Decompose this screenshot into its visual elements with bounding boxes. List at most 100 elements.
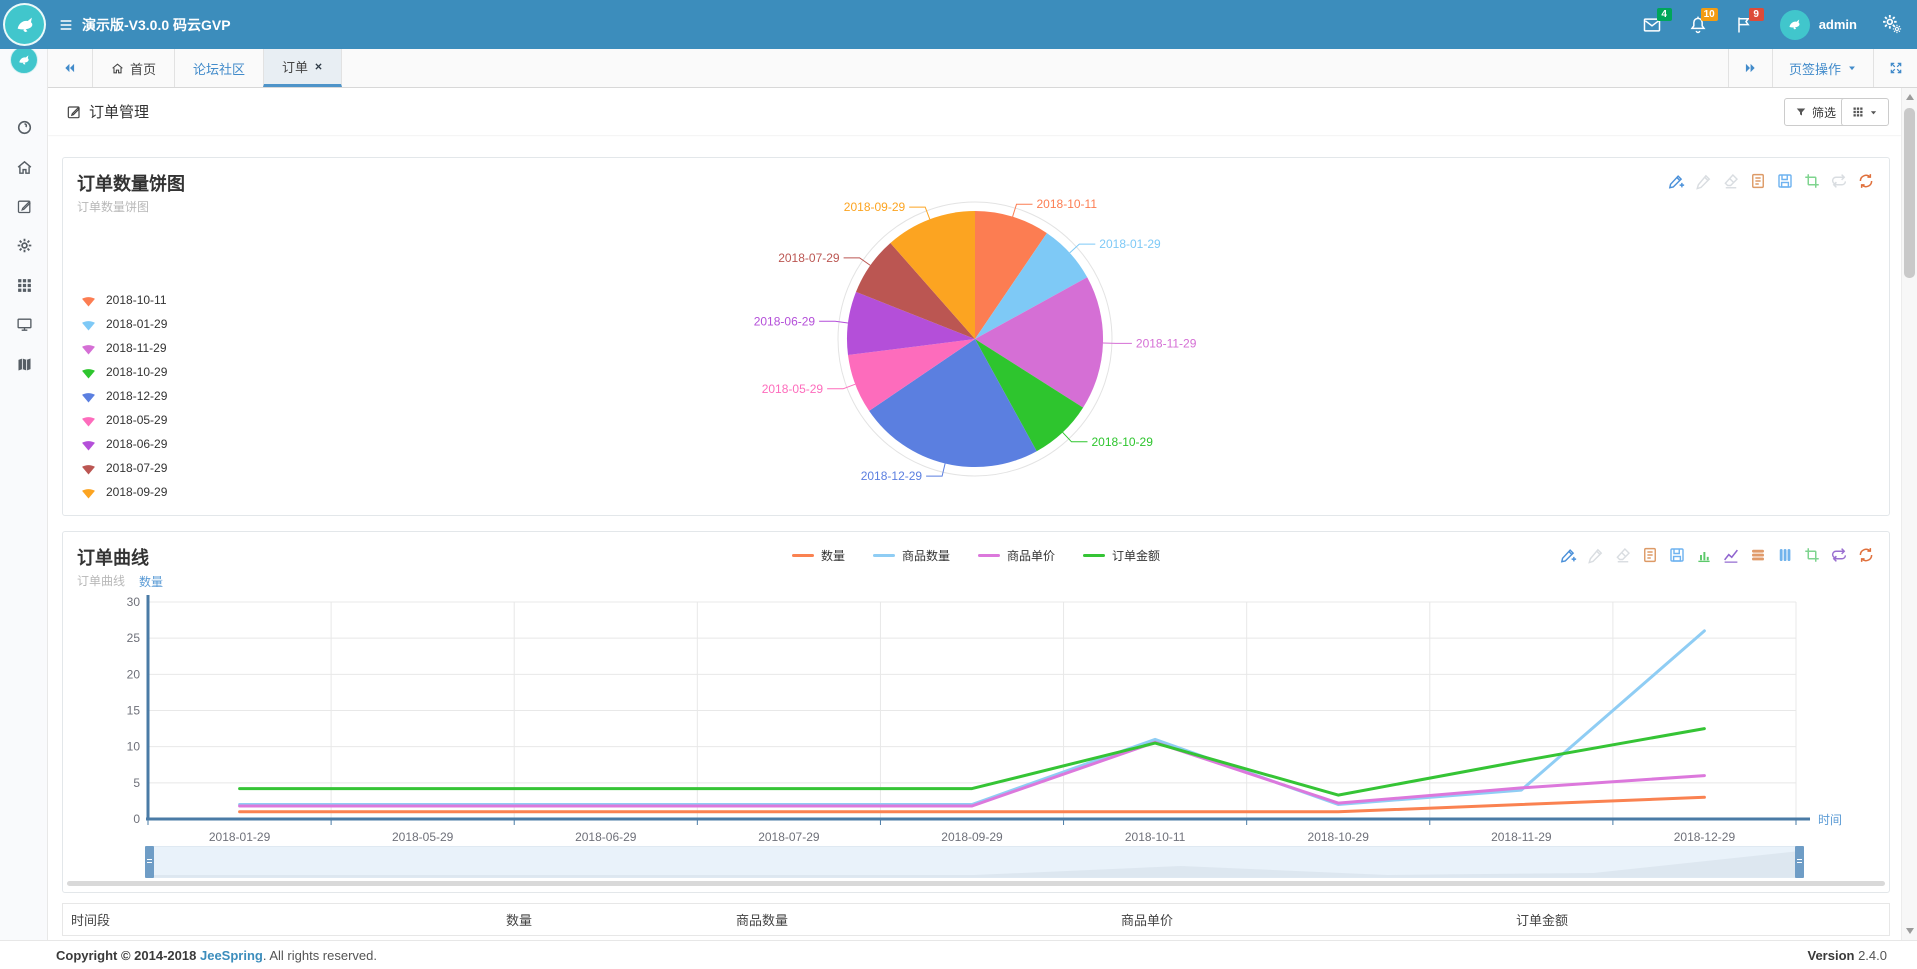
- pencil-icon[interactable]: [1587, 546, 1605, 564]
- crop-icon[interactable]: [1803, 172, 1821, 190]
- line-chart-icon[interactable]: [1722, 546, 1740, 564]
- hamburger-menu-icon[interactable]: [58, 17, 74, 33]
- tabs-scroll-right-button[interactable]: [1727, 49, 1772, 87]
- table-header-cell[interactable]: 商品数量: [736, 913, 789, 928]
- app-logo[interactable]: [3, 3, 46, 46]
- table-header-cell[interactable]: 商品单价: [1121, 913, 1174, 928]
- line-legend-item[interactable]: 数量: [791, 547, 845, 564]
- document-icon[interactable]: [1749, 172, 1767, 190]
- sidebar-item-edit[interactable]: [16, 198, 33, 215]
- pie-legend-label: 2018-06-29: [106, 437, 168, 451]
- user-menu[interactable]: admin: [1779, 9, 1857, 40]
- pie-slice[interactable]: [856, 243, 975, 339]
- pencil-icon[interactable]: [1695, 172, 1713, 190]
- tasks-button[interactable]: 9: [1734, 7, 1764, 35]
- pie-legend-label: 2018-12-29: [106, 389, 168, 403]
- bird-logo-icon: [14, 14, 36, 36]
- line-legend-item[interactable]: 商品数量: [872, 547, 950, 564]
- tab-forum[interactable]: 论坛社区: [174, 49, 265, 87]
- vertical-scrollbar[interactable]: [1901, 88, 1917, 940]
- pie-slice[interactable]: [975, 277, 1104, 408]
- pie-slice[interactable]: [975, 233, 1088, 339]
- datazoom-slider[interactable]: [145, 846, 1804, 878]
- scroll-down-arrow[interactable]: [1906, 928, 1914, 934]
- x-tick-label: 2018-12-29: [1674, 830, 1736, 844]
- pie-legend-item[interactable]: 2018-06-29: [79, 432, 167, 456]
- save-icon[interactable]: [1776, 172, 1794, 190]
- refresh-icon[interactable]: [1857, 546, 1875, 564]
- sidebar-item-home[interactable]: [16, 159, 33, 176]
- sidebar-item-dashboard[interactable]: [16, 119, 33, 136]
- line-legend-item[interactable]: 订单金额: [1083, 547, 1160, 564]
- settings-button[interactable]: [1883, 15, 1903, 35]
- pie-legend-item[interactable]: 2018-11-29: [79, 336, 167, 360]
- sidebar-item-monitor[interactable]: [16, 316, 33, 333]
- pie-slice-label: 2018-06-29: [754, 314, 816, 328]
- tab-home[interactable]: 首页: [92, 49, 176, 87]
- crop-icon[interactable]: [1803, 546, 1821, 564]
- datazoom-left-handle[interactable]: [145, 846, 154, 878]
- sidebar-item-map[interactable]: [16, 356, 33, 373]
- tabbar-right-actions: 页签操作: [1727, 49, 1917, 87]
- pie-slice[interactable]: [975, 339, 1084, 452]
- pie-legend-item[interactable]: 2018-12-29: [79, 384, 167, 408]
- pie-slice[interactable]: [869, 339, 1037, 468]
- pie-legend-item[interactable]: 2018-10-29: [79, 360, 167, 384]
- scrollbar-thumb[interactable]: [1904, 108, 1915, 278]
- pie-panel: 订单数量饼图 订单数量饼图 2018-10-11 2018-01-29 2018-1…: [62, 157, 1890, 516]
- table-header-cell[interactable]: 订单金额: [1516, 913, 1569, 928]
- pencil-plus-icon[interactable]: [1560, 546, 1578, 564]
- line-legend-item[interactable]: 商品单价: [978, 547, 1055, 564]
- home-icon: [16, 159, 33, 176]
- pie-slice[interactable]: [847, 291, 975, 355]
- sidebar-logo[interactable]: [10, 46, 38, 74]
- eraser-icon[interactable]: [1722, 172, 1740, 190]
- swap-icon[interactable]: [1830, 546, 1848, 564]
- tabs-scroll-left-button[interactable]: [48, 49, 92, 87]
- tab-actions-dropdown[interactable]: 页签操作: [1771, 49, 1873, 87]
- x-axis-name: 时间: [1818, 813, 1842, 827]
- notifications-button[interactable]: 10: [1688, 7, 1718, 35]
- line-chart[interactable]: 0 5 10 15 20 25 30 2018-01-29 2018-05-29 2018-06-…: [63, 572, 1889, 872]
- layout-dropdown-button[interactable]: [1841, 98, 1889, 126]
- sidebar-item-modules[interactable]: [16, 277, 33, 294]
- save-icon[interactable]: [1668, 546, 1686, 564]
- h-bars-icon[interactable]: [1749, 546, 1767, 564]
- pie-legend-item[interactable]: 2018-09-29: [79, 480, 167, 504]
- notifications-badge: 10: [1700, 7, 1718, 21]
- pie-legend-item[interactable]: 2018-01-29: [79, 312, 167, 336]
- table-header-cell[interactable]: 时间段: [71, 913, 111, 928]
- fullscreen-button[interactable]: [1873, 49, 1917, 87]
- pie-legend-item[interactable]: 2018-05-29: [79, 408, 167, 432]
- bar-chart-icon[interactable]: [1695, 546, 1713, 564]
- messages-button[interactable]: 4: [1642, 7, 1672, 35]
- swap-icon[interactable]: [1830, 172, 1848, 190]
- pie-slice[interactable]: [890, 211, 975, 339]
- v-bars-icon[interactable]: [1776, 546, 1794, 564]
- jeespring-link[interactable]: JeeSpring: [199, 947, 263, 963]
- pie-legend-item[interactable]: 2018-07-29: [79, 456, 167, 480]
- pie-slice[interactable]: [848, 339, 975, 411]
- pie-legend-item[interactable]: 2018-10-11: [79, 288, 167, 312]
- pie-slice[interactable]: [975, 211, 1047, 339]
- sidebar-item-settings[interactable]: [16, 237, 33, 254]
- datazoom-right-handle[interactable]: [1795, 846, 1804, 878]
- document-icon[interactable]: [1641, 546, 1659, 564]
- horizontal-scrollbar[interactable]: [67, 881, 1885, 886]
- tab-order[interactable]: 订单: [263, 49, 343, 87]
- line-panel: 订单曲线 订单曲线 数量 商品数量 商品单价 订单金额 0 5 10 15 20 25 30 201…: [62, 531, 1890, 893]
- tab-bar: 首页 论坛社区 订单 页签操作: [48, 49, 1917, 88]
- datazoom-shadow: [149, 851, 1800, 877]
- tab-close-icon[interactable]: [314, 59, 323, 74]
- scroll-up-arrow[interactable]: [1906, 94, 1914, 100]
- table-header-cell[interactable]: 数量: [506, 913, 533, 928]
- y-tick-label: 30: [127, 595, 141, 609]
- filter-button[interactable]: 筛选: [1783, 98, 1847, 126]
- y-tick-label: 15: [127, 704, 141, 718]
- line-series-marker-icon: [1083, 554, 1106, 557]
- pencil-plus-icon[interactable]: [1668, 172, 1686, 190]
- eraser-icon[interactable]: [1614, 546, 1632, 564]
- pie-legend: 2018-10-11 2018-01-29 2018-11-29 2018-10-29…: [79, 288, 167, 504]
- pie-chart[interactable]: 2018-10-11 2018-01-29 2018-11-29 2018-10-29…: [583, 166, 1463, 511]
- refresh-icon[interactable]: [1857, 172, 1875, 190]
